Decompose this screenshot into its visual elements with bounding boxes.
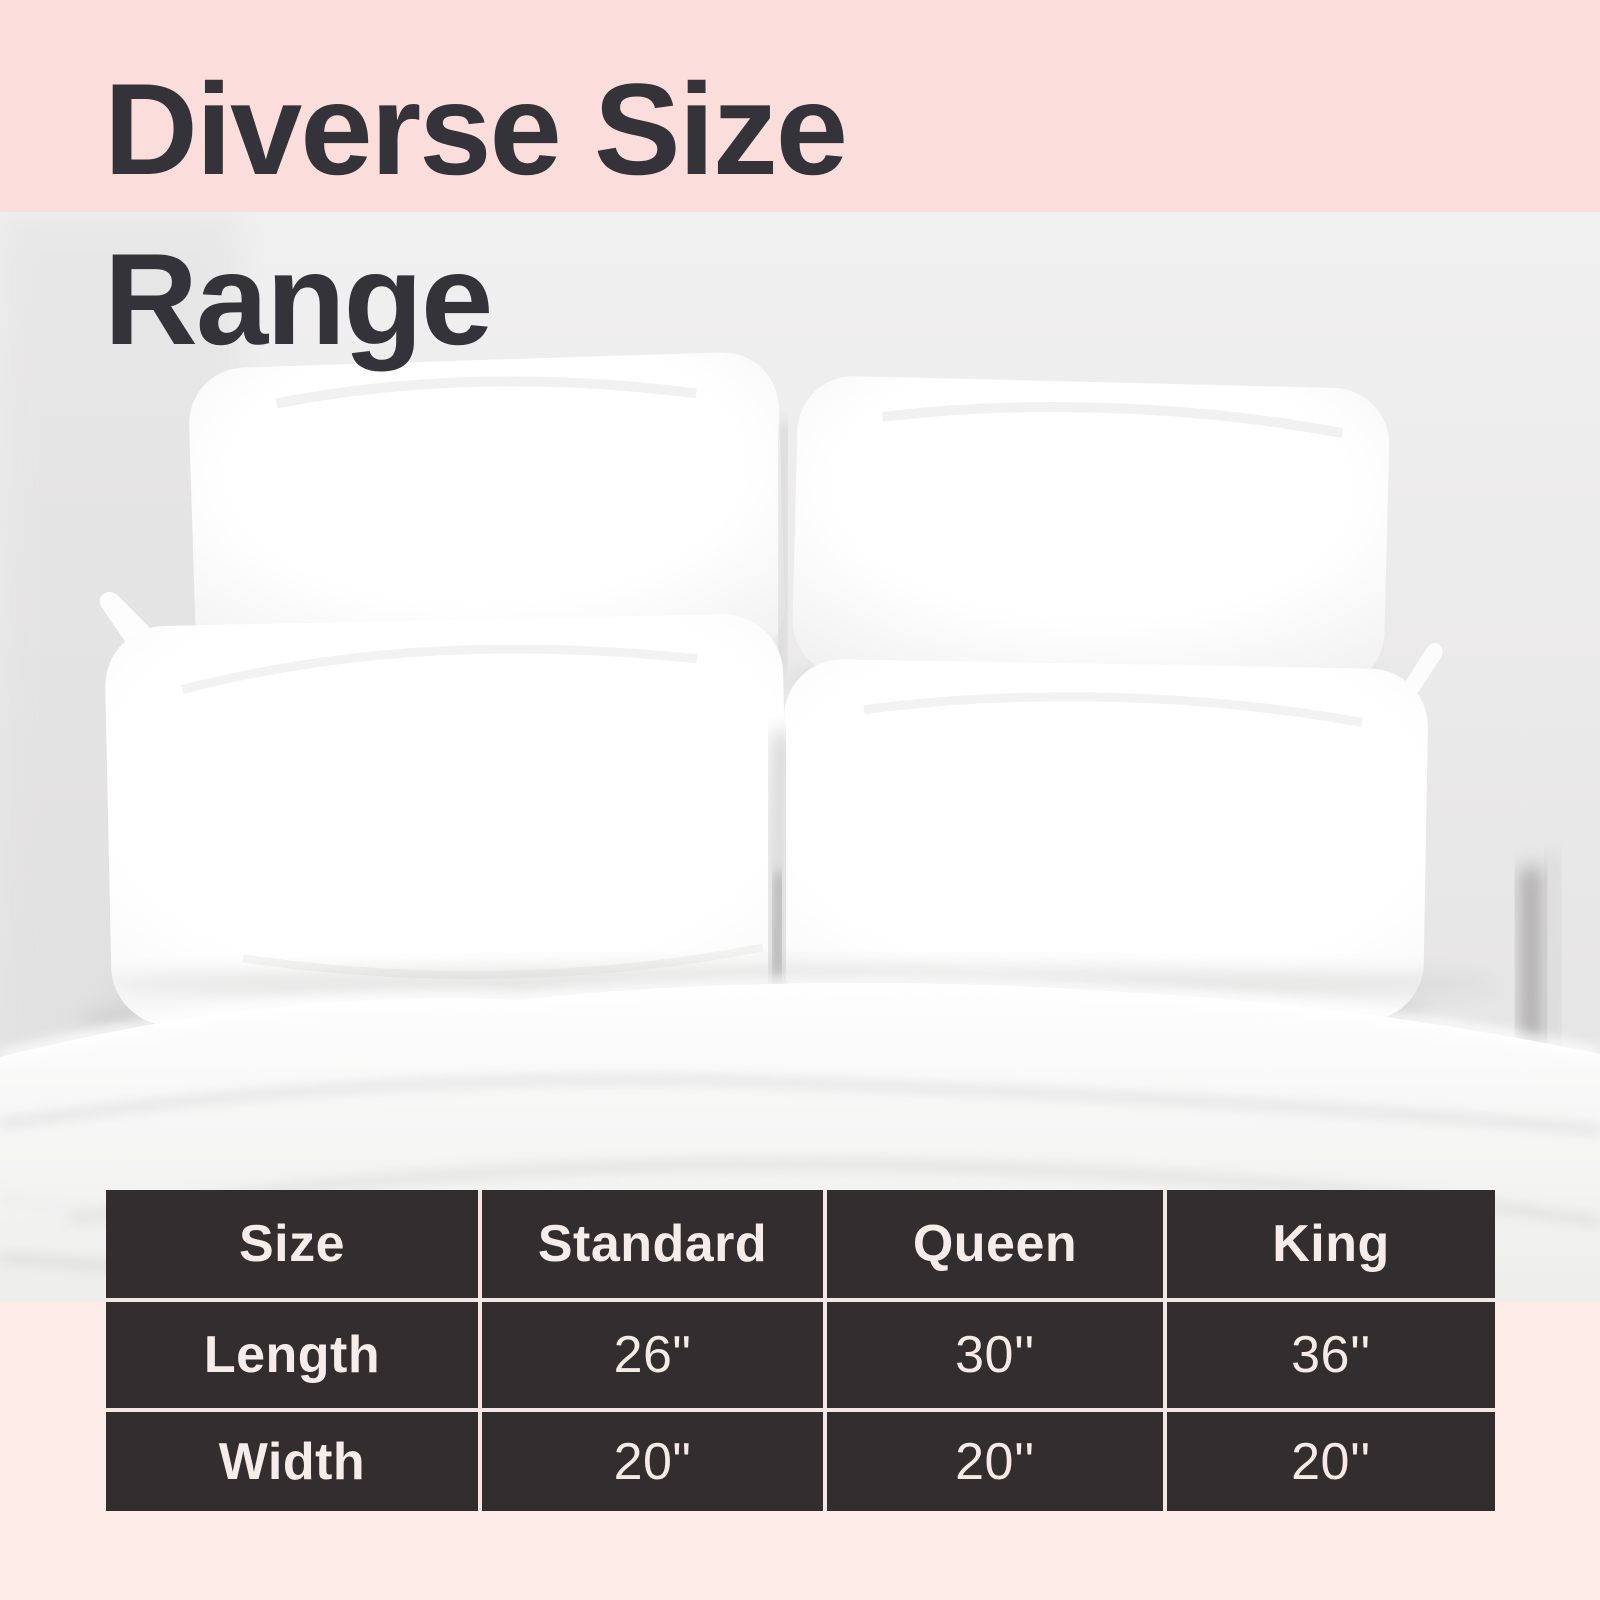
header-cell-king: King xyxy=(1167,1190,1495,1298)
pillow-front-right xyxy=(779,643,1443,1021)
cell-length-king: 36'' xyxy=(1167,1302,1495,1408)
cell-length-queen: 30'' xyxy=(827,1302,1163,1408)
bed-photo-scene xyxy=(0,212,1600,1302)
pillow-back-right xyxy=(792,376,1390,688)
bed-photo xyxy=(0,212,1600,1302)
cell-width-king: 20'' xyxy=(1167,1412,1495,1511)
header-cell-size: Size xyxy=(106,1190,478,1298)
duvet-top-highlight xyxy=(0,976,1600,1063)
page-title-line1: Diverse Size xyxy=(104,56,848,202)
cell-width-queen: 20'' xyxy=(827,1412,1163,1511)
pillow-front-left xyxy=(99,592,790,1026)
pillow-crease-back xyxy=(775,421,791,673)
duvet-fold xyxy=(0,1075,1600,1135)
cell-length-standard: 26" xyxy=(482,1302,823,1408)
header-cell-standard: Standard xyxy=(482,1190,823,1298)
header-cell-queen: Queen xyxy=(827,1190,1163,1298)
row-label-length: Length xyxy=(106,1302,478,1408)
pillow-back-left xyxy=(189,352,786,676)
cell-width-standard: 20" xyxy=(482,1412,823,1511)
size-chart-table: Size Standard Queen King Length 26" 30''… xyxy=(106,1190,1495,1511)
top-pink-band xyxy=(0,0,1600,212)
page-title: Diverse Size Range xyxy=(104,44,848,384)
page-title-line2: Range xyxy=(104,226,493,372)
row-label-width: Width xyxy=(106,1412,478,1511)
